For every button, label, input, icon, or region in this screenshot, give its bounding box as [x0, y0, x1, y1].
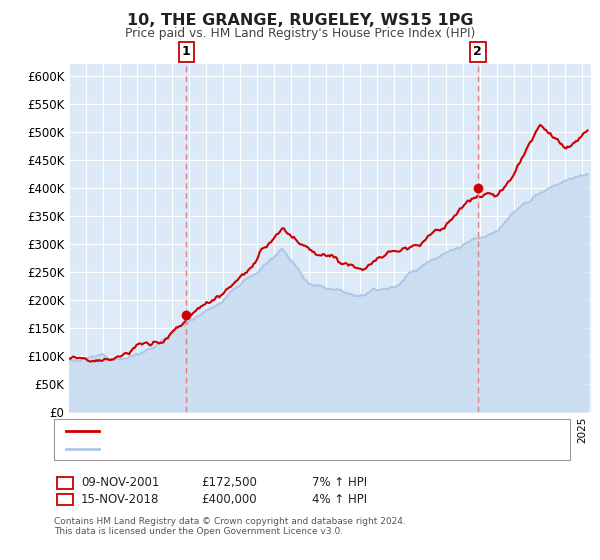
Text: 09-NOV-2001: 09-NOV-2001 [81, 476, 160, 489]
Text: HPI: Average price, detached house, Lichfield: HPI: Average price, detached house, Lich… [103, 444, 356, 454]
Text: 2: 2 [61, 493, 69, 506]
Text: 10, THE GRANGE, RUGELEY, WS15 1PG (detached house): 10, THE GRANGE, RUGELEY, WS15 1PG (detac… [103, 426, 422, 436]
Text: Price paid vs. HM Land Registry's House Price Index (HPI): Price paid vs. HM Land Registry's House … [125, 27, 475, 40]
Text: 1: 1 [61, 476, 69, 489]
Text: 15-NOV-2018: 15-NOV-2018 [81, 493, 160, 506]
Text: £172,500: £172,500 [201, 476, 257, 489]
Text: 2: 2 [473, 45, 482, 58]
Text: This data is licensed under the Open Government Licence v3.0.: This data is licensed under the Open Gov… [54, 528, 343, 536]
Text: 4% ↑ HPI: 4% ↑ HPI [312, 493, 367, 506]
Text: 10, THE GRANGE, RUGELEY, WS15 1PG: 10, THE GRANGE, RUGELEY, WS15 1PG [127, 13, 473, 29]
Text: Contains HM Land Registry data © Crown copyright and database right 2024.: Contains HM Land Registry data © Crown c… [54, 517, 406, 526]
Text: £400,000: £400,000 [201, 493, 257, 506]
Text: 7% ↑ HPI: 7% ↑ HPI [312, 476, 367, 489]
Text: 1: 1 [182, 45, 191, 58]
